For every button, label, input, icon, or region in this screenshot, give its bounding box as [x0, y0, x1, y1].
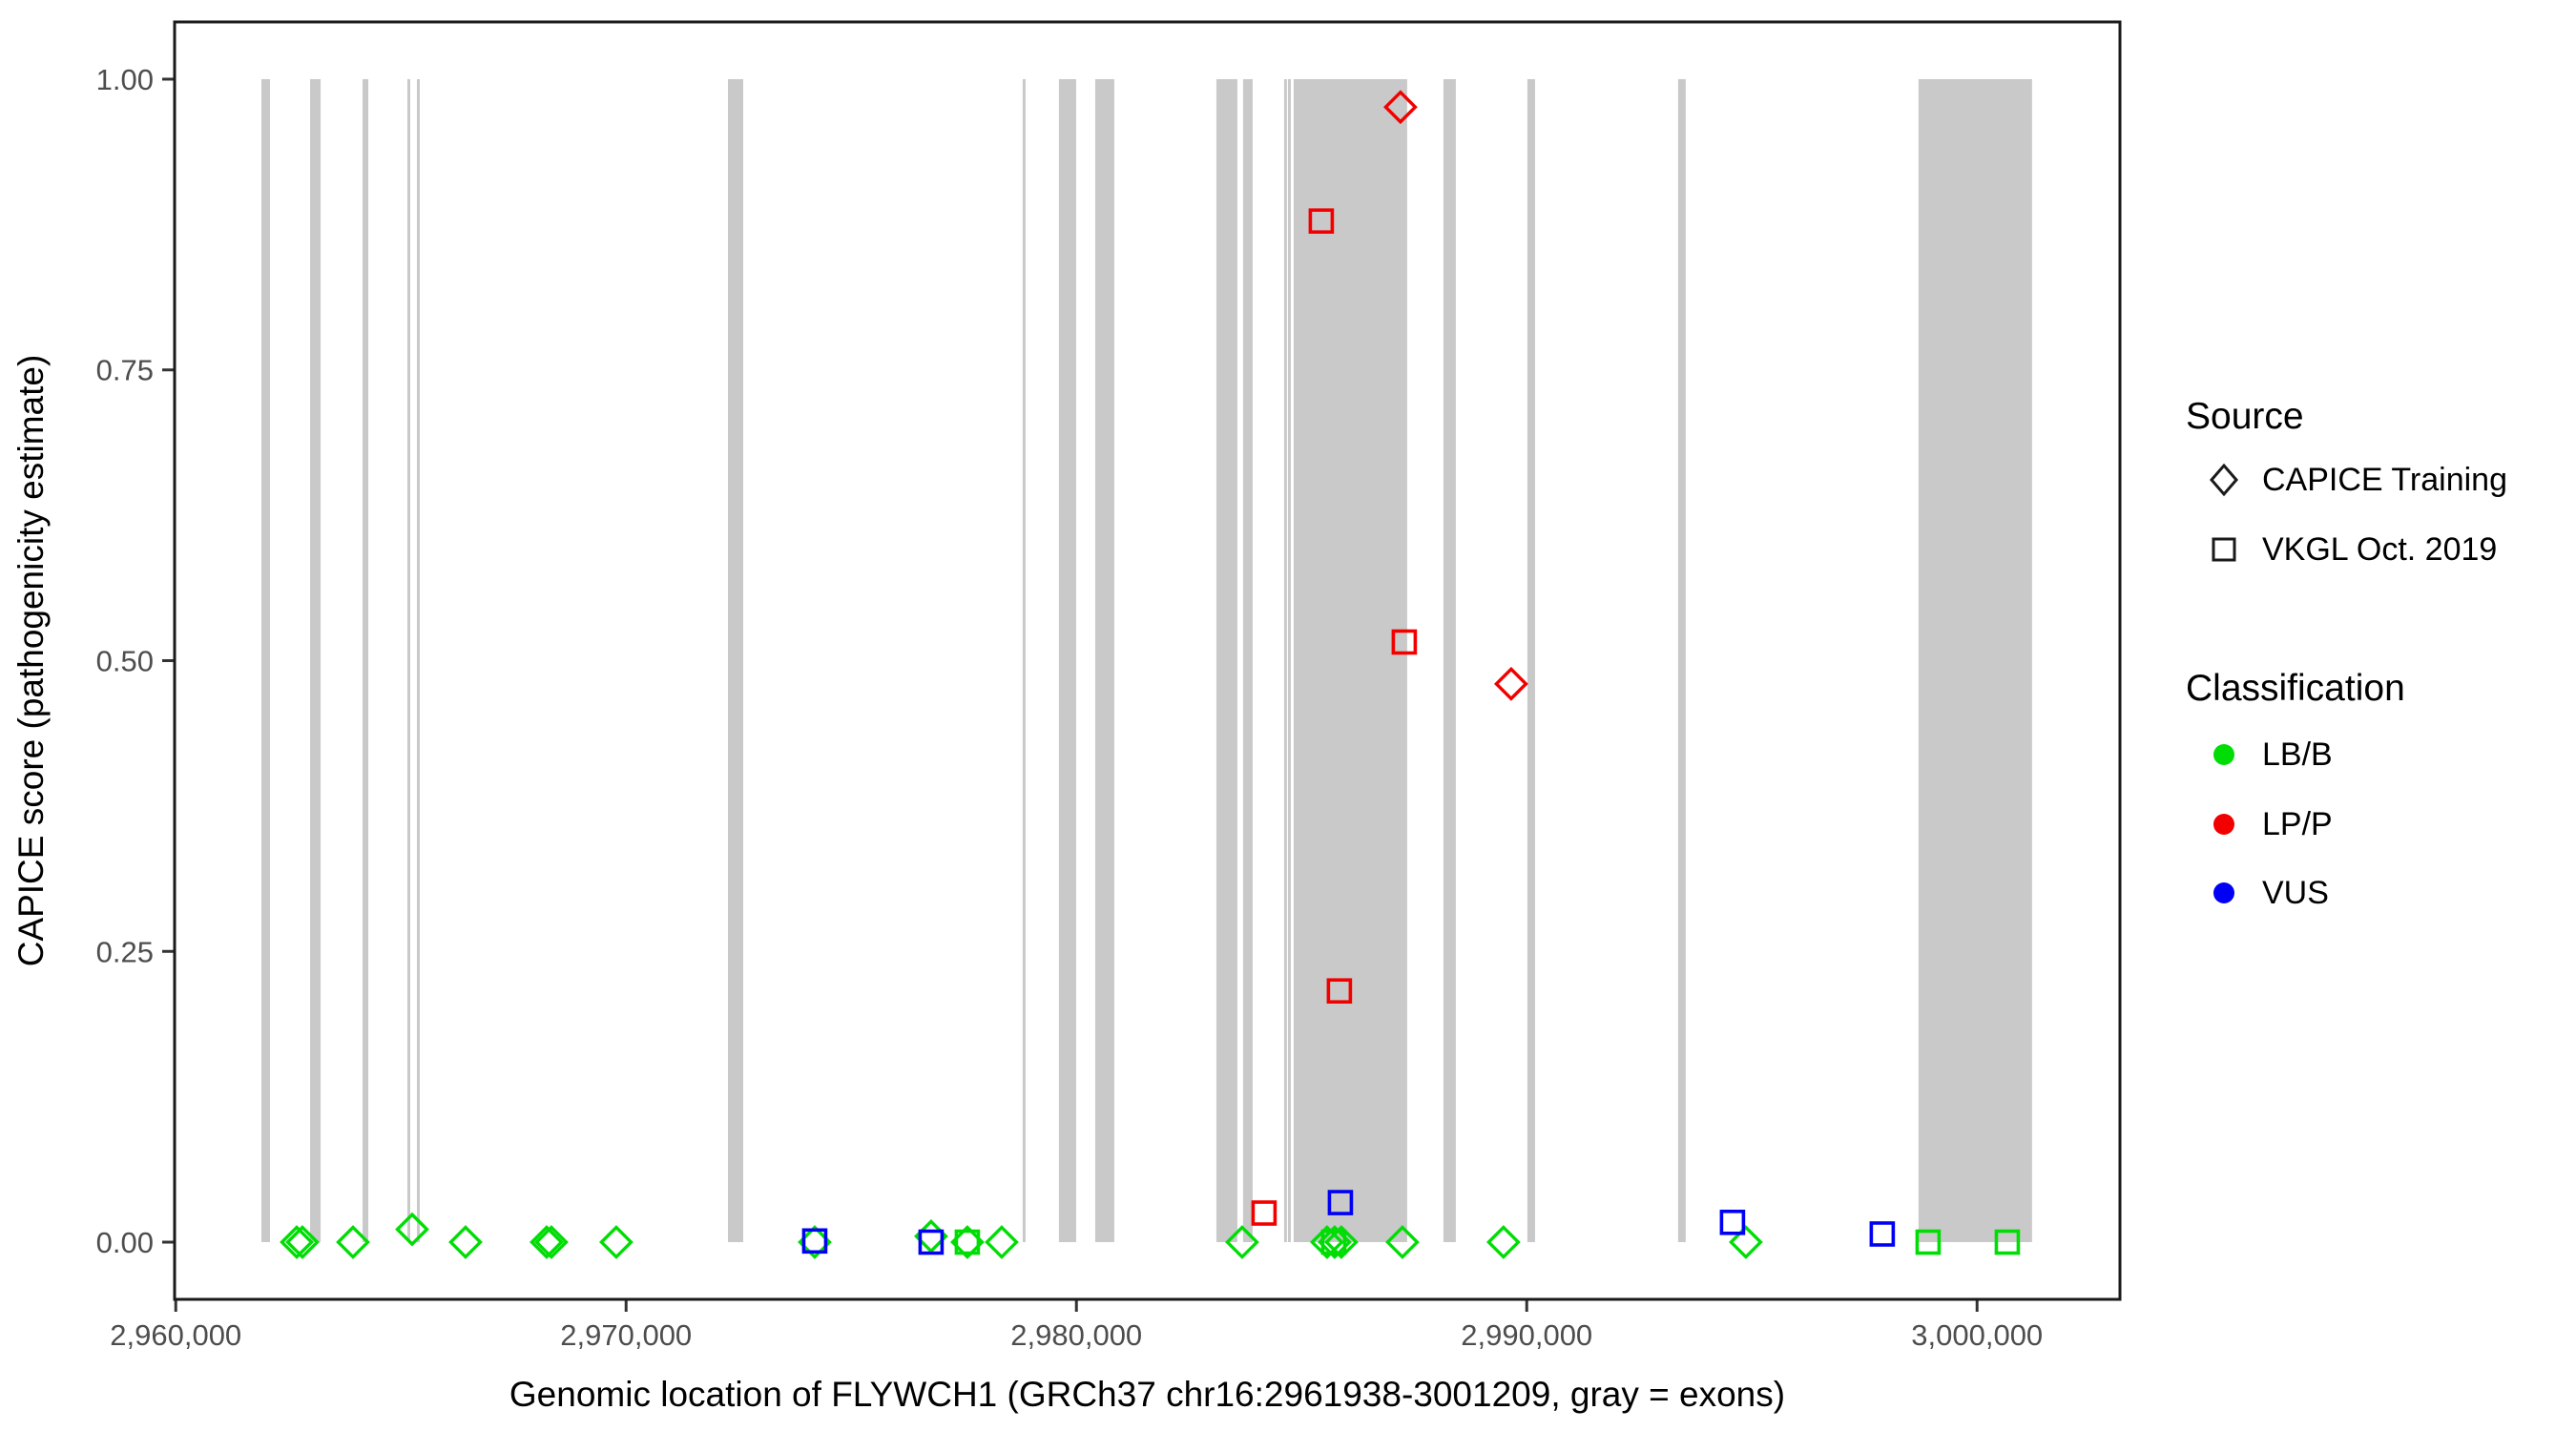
x-tick-label: 2,980,000	[1010, 1318, 1142, 1352]
exon-bar	[1215, 78, 1237, 1243]
legend-classification-title: Classification	[2186, 668, 2405, 709]
scatter-point-diamond	[280, 1225, 314, 1259]
diamond-marker-icon	[2203, 458, 2262, 502]
exon-bar	[310, 78, 322, 1243]
x-tick-label: 2,990,000	[1461, 1318, 1592, 1352]
legend-label: CAPICE Training	[2262, 461, 2507, 498]
legend-label: VUS	[2262, 874, 2329, 911]
x-tick-label: 3,000,000	[1911, 1318, 2043, 1352]
legend-source-title: Source	[2186, 396, 2304, 437]
x-tick-label: 2,970,000	[560, 1318, 692, 1352]
exon-bar	[1443, 78, 1456, 1243]
scatter-point-square	[1327, 1190, 1354, 1215]
axes-layer: 2,960,000 2,970,000 2,980,000 2,990,000 3,00…	[96, 63, 2044, 1352]
scatter-point-square	[918, 1229, 945, 1255]
legend-label: LB/B	[2262, 736, 2333, 773]
exon-bar	[416, 78, 421, 1243]
exon-bar	[1918, 78, 2032, 1243]
exon-bar	[1287, 78, 1291, 1243]
data-points-layer	[280, 90, 2021, 1259]
lbb-color-dot-icon	[2203, 733, 2262, 777]
exon-bar	[727, 78, 743, 1243]
y-axis-title: CAPICE score (pathogenicity estimate)	[11, 355, 51, 967]
y-tick-label: 0.25	[96, 935, 154, 968]
exon-bar	[1527, 78, 1535, 1243]
scatter-point-square	[954, 1229, 981, 1255]
scatter-point-square	[1391, 629, 1418, 655]
scatter-point-square	[1326, 978, 1353, 1005]
exon-bar	[1242, 78, 1253, 1243]
scatter-point-diamond	[1385, 1225, 1420, 1259]
y-tick-label: 1.00	[96, 63, 154, 96]
exon-bar	[1293, 78, 1407, 1243]
panel-border	[173, 20, 2122, 1301]
y-tick-label: 0.00	[96, 1226, 154, 1259]
exon-bar	[1022, 78, 1026, 1243]
scatter-point-diamond	[1729, 1225, 1763, 1259]
exon-bar	[406, 78, 410, 1243]
legend-item-vkgl: VKGL Oct. 2019	[2203, 528, 2497, 571]
scatter-point-diamond	[1382, 90, 1418, 125]
x-axis-title: Genomic location of FLYWCH1 (GRCh37 chr1…	[509, 1375, 1785, 1414]
scatter-point-diamond	[1493, 666, 1528, 701]
scatter-point-square	[1994, 1229, 2021, 1255]
legend-item-vus: VUS	[2203, 871, 2329, 915]
scatter-point-diamond	[336, 1225, 370, 1259]
x-tick-label: 2,960,000	[110, 1318, 241, 1352]
scatter-point-square	[801, 1228, 828, 1255]
scatter-point-diamond	[530, 1225, 564, 1259]
legend-item-lbb: LB/B	[2203, 733, 2333, 777]
scatter-point-square	[1308, 208, 1335, 235]
legend-item-lpp: LP/P	[2203, 802, 2333, 846]
legend-label: VKGL Oct. 2019	[2262, 530, 2498, 568]
scatter-point-square	[1869, 1221, 1896, 1247]
vus-color-dot-icon	[2203, 871, 2262, 915]
exon-bar	[261, 78, 271, 1243]
scatter-point-square	[1320, 1229, 1347, 1255]
exon-bar	[363, 78, 369, 1243]
exon-bands-layer	[261, 78, 2032, 1243]
lpp-color-dot-icon	[2203, 802, 2262, 846]
scatter-point-diamond	[285, 1225, 320, 1259]
y-tick-label: 0.50	[96, 645, 154, 678]
scatter-point-diamond	[1309, 1225, 1344, 1259]
exon-bar	[1058, 78, 1076, 1243]
scatter-point-diamond	[1485, 1225, 1521, 1259]
scatter-point-square	[1251, 1200, 1278, 1226]
scatter-point-diamond	[534, 1225, 569, 1259]
scatter-point-diamond	[395, 1212, 429, 1247]
scatter-point-square	[1915, 1229, 1942, 1255]
scatter-point-diamond	[1225, 1225, 1259, 1259]
scatter-point-diamond	[599, 1225, 634, 1259]
scatter-point-diamond	[985, 1225, 1019, 1259]
scatter-point-square	[1719, 1209, 1746, 1235]
square-marker-icon	[2203, 528, 2262, 571]
exon-bar	[1094, 78, 1114, 1243]
scatter-point-diamond	[448, 1225, 483, 1259]
y-tick-label: 0.75	[96, 354, 154, 387]
exon-bar	[1283, 78, 1287, 1243]
scatter-point-diamond	[1324, 1225, 1359, 1259]
legend-label: LP/P	[2262, 805, 2333, 842]
exon-bar	[1677, 78, 1686, 1243]
legend-item-capice-training: CAPICE Training	[2203, 458, 2507, 502]
